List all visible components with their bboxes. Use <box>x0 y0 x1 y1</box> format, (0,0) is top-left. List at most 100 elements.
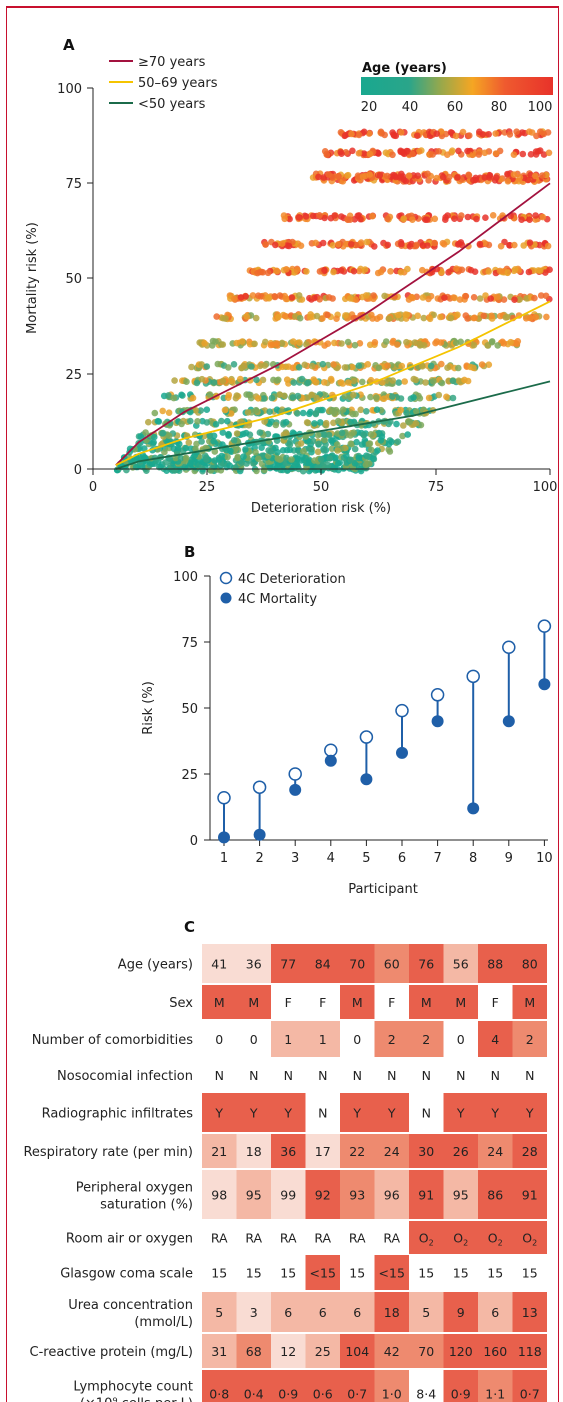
scatter-point <box>363 238 371 246</box>
scatter-point <box>244 409 252 416</box>
scatter-point <box>328 445 336 453</box>
panel-b-y-axis-label: Risk (%) <box>141 681 156 735</box>
scatter-point <box>261 466 268 474</box>
cell-value: 28 <box>522 1144 538 1159</box>
cell-value: 6 <box>284 1305 292 1320</box>
scatter-point <box>324 340 332 348</box>
heatmap-cell <box>512 985 547 1019</box>
scatter-point <box>325 294 333 301</box>
panel-b-x-tick-label: 5 <box>362 851 370 866</box>
cell-value: N <box>387 1068 396 1083</box>
scatter-point <box>438 379 446 387</box>
scatter-point <box>511 266 519 273</box>
scatter-point <box>283 266 290 273</box>
scatter-point <box>435 148 443 155</box>
scatter-point <box>323 419 330 427</box>
cell-value: M <box>524 995 535 1010</box>
panel-b-y-tick-100: 100 <box>173 570 198 585</box>
scatter-point <box>544 242 552 250</box>
scatter-point <box>397 129 405 136</box>
scatter-point <box>278 339 286 347</box>
scatter-point <box>319 406 326 414</box>
scatter-point <box>412 420 420 427</box>
scatter-point <box>453 265 460 273</box>
panel-a-y-tick-25: 25 <box>65 368 82 383</box>
cell-value: F <box>492 995 499 1010</box>
scatter-point <box>444 364 451 372</box>
heatmap-cell <box>374 1370 409 1402</box>
cell-value: 30 <box>418 1144 434 1159</box>
heatmap-cell <box>236 1292 271 1332</box>
row-label: C-reactive protein (mg/L) <box>30 1345 194 1360</box>
scatter-point <box>373 406 381 414</box>
cell-value: 70 <box>418 1344 434 1359</box>
scatter-point <box>294 392 302 400</box>
cell-value: M <box>214 995 225 1010</box>
scatter-point <box>506 131 514 138</box>
scatter-point <box>476 295 484 302</box>
heatmap-cell <box>202 985 237 1019</box>
scatter-point <box>510 171 518 178</box>
heatmap-cell <box>305 1170 340 1219</box>
deterioration-point <box>502 640 516 655</box>
scatter-point <box>416 340 424 348</box>
mortality-point <box>324 754 337 767</box>
scatter-point <box>260 395 268 402</box>
table-row: C-reactive protein (mg/L) 31 68 12 25 104 42 70… <box>30 1334 547 1368</box>
scatter-point <box>305 459 313 467</box>
scatter-point <box>303 419 311 426</box>
panel-b-x-tick-label: 6 <box>398 851 406 866</box>
scatter-point <box>413 408 420 415</box>
scatter-point <box>190 459 198 466</box>
heatmap-cell <box>409 1093 444 1132</box>
scatter-point <box>296 314 304 322</box>
panel-b-x-tick-label: 2 <box>255 851 263 866</box>
cell-value: 12 <box>280 1344 296 1359</box>
scatter-point <box>228 377 235 385</box>
scatter-point <box>384 362 391 370</box>
scatter-point <box>489 212 497 219</box>
frame-left-border <box>6 6 7 1402</box>
heatmap-cell <box>512 1021 547 1057</box>
scatter-point <box>420 314 428 322</box>
heatmap-cell <box>271 1058 306 1092</box>
scatter-point <box>352 410 359 418</box>
scatter-point <box>300 447 307 455</box>
panel-b: B 0 25 50 75 100 1 2 3 4 5 6 7 8 9 10 Participant… <box>141 543 553 897</box>
cell-value: 0 <box>250 1032 258 1047</box>
cell-value: 6 <box>353 1305 361 1320</box>
scatter-point <box>381 131 389 139</box>
scatter-point <box>374 447 381 454</box>
scatter-point <box>295 364 303 371</box>
panel-b-y-tick-0: 0 <box>190 834 198 849</box>
heatmap-cell <box>271 1093 306 1132</box>
heatmap-cell <box>512 1255 547 1290</box>
cell-value: 160 <box>483 1344 507 1359</box>
scatter-point <box>433 338 441 345</box>
cell-value: 13 <box>522 1305 538 1320</box>
scatter-point <box>286 215 293 223</box>
scatter-point <box>215 456 223 463</box>
cell-value: 99 <box>280 1188 296 1203</box>
panel-a-x-tick-25: 25 <box>199 480 216 495</box>
scatter-point <box>441 294 448 302</box>
row-label: (mmol/L) <box>134 1315 193 1330</box>
scatter-point <box>519 150 527 158</box>
cell-value: 6 <box>491 1305 499 1320</box>
cell-value: RA <box>245 1231 262 1246</box>
scatter-point <box>272 444 279 452</box>
heatmap-cell <box>374 1021 409 1057</box>
panel-a-x-tick-0: 0 <box>89 480 97 495</box>
scatter-point <box>389 377 397 384</box>
cell-value: 25 <box>315 1344 331 1359</box>
scatter-point <box>398 362 406 370</box>
scatter-point <box>392 132 400 140</box>
scatter-point <box>355 362 363 370</box>
scatter-point <box>159 407 166 415</box>
heatmap-cell <box>478 1221 513 1254</box>
scatter-point <box>275 313 282 321</box>
scatter-point <box>400 215 408 222</box>
scatter-point <box>279 363 286 371</box>
scatter-point <box>532 212 539 219</box>
scatter-point <box>177 454 185 462</box>
